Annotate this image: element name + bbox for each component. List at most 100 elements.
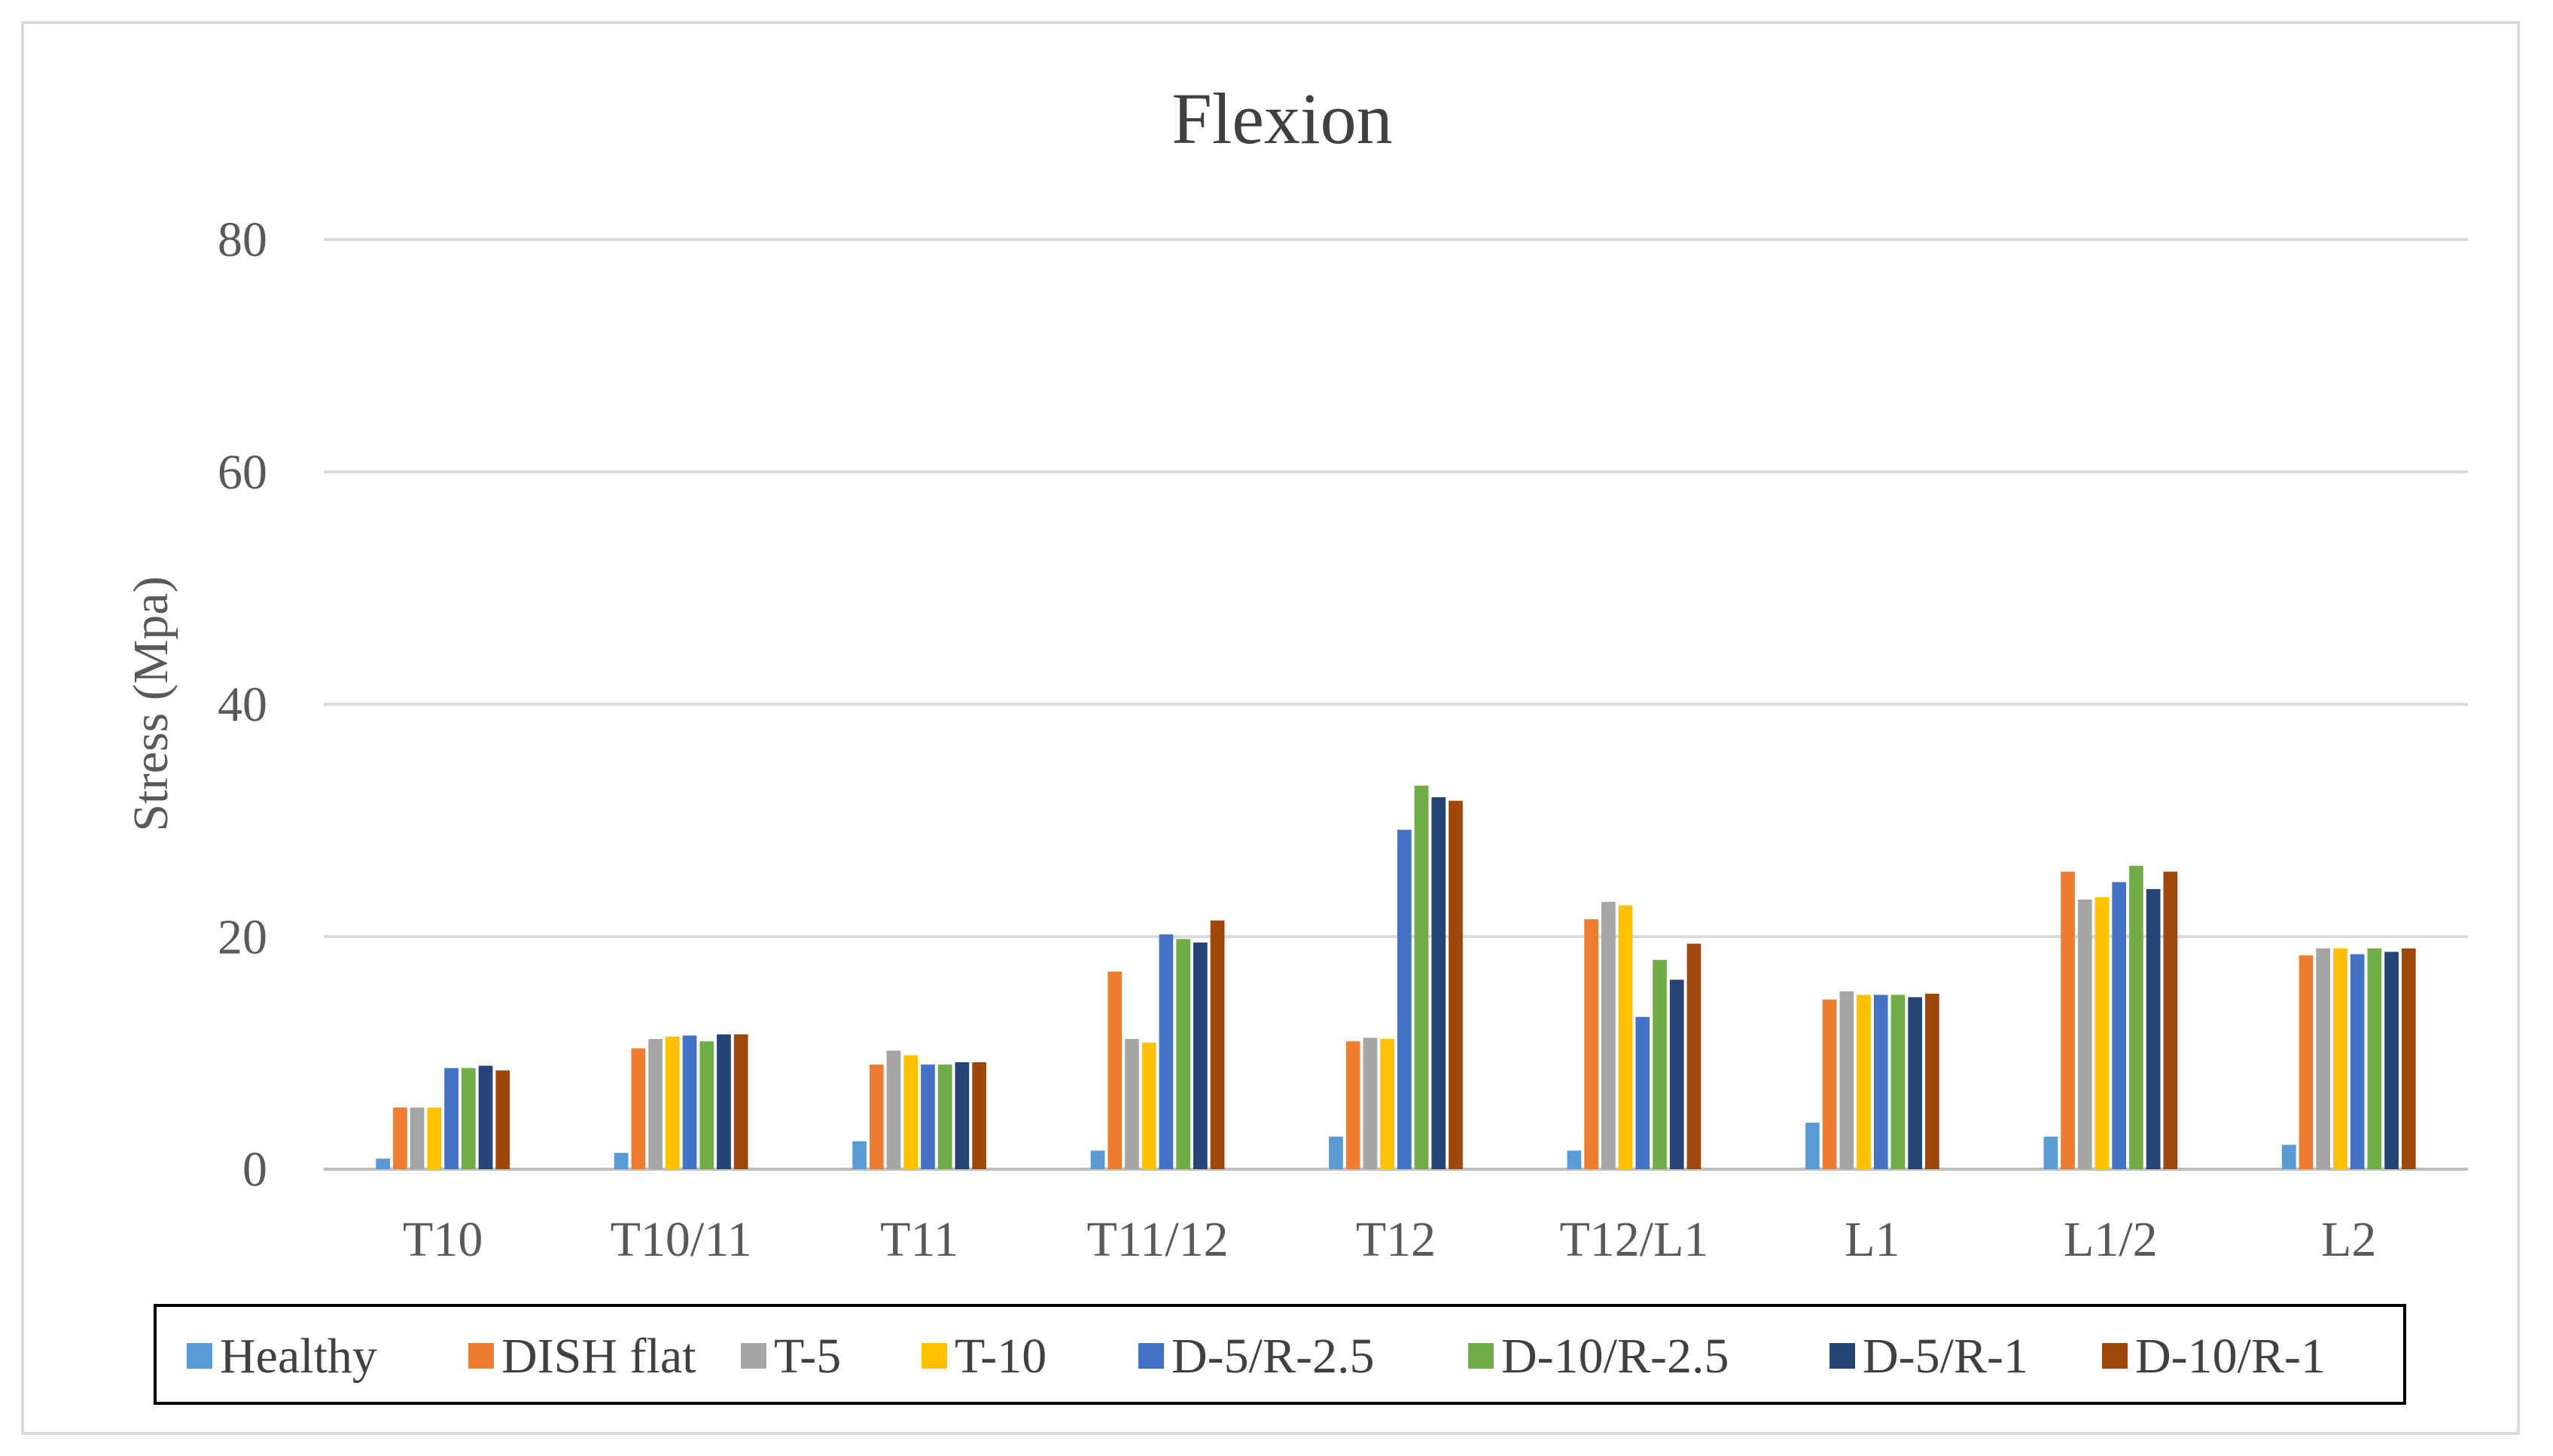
bar bbox=[648, 1039, 663, 1169]
bar bbox=[1618, 905, 1633, 1169]
bar bbox=[955, 1062, 970, 1169]
x-tick-label: T10/11 bbox=[611, 1212, 752, 1267]
bar bbox=[1925, 993, 1939, 1169]
bars bbox=[376, 785, 2416, 1169]
bar bbox=[1822, 999, 1837, 1169]
legend-swatch bbox=[1829, 1343, 1855, 1369]
bar bbox=[444, 1068, 459, 1169]
y-axis-label: Stress (Mpa) bbox=[123, 576, 178, 831]
legend: Healthy DISH flat T-5 T-10 D-5/R-2.5 D-10/R-2… bbox=[187, 1329, 2326, 1384]
bar bbox=[2333, 948, 2347, 1169]
x-tick-label: T11/12 bbox=[1086, 1212, 1228, 1267]
bar bbox=[614, 1153, 629, 1169]
gridlines bbox=[324, 238, 2468, 1171]
bar bbox=[699, 1041, 714, 1169]
x-tick-label: T12/L1 bbox=[1559, 1212, 1708, 1267]
bar bbox=[1090, 1150, 1105, 1169]
bar bbox=[886, 1050, 901, 1169]
bar bbox=[2077, 899, 2092, 1169]
x-tick-label: T12 bbox=[1356, 1212, 1436, 1267]
bar bbox=[733, 1034, 748, 1169]
y-tick-label: 60 bbox=[218, 445, 267, 500]
bar bbox=[2401, 948, 2416, 1169]
bar bbox=[1567, 1150, 1582, 1169]
bar bbox=[852, 1141, 867, 1169]
bar bbox=[1345, 1041, 1360, 1169]
bar bbox=[1380, 1039, 1394, 1169]
bar bbox=[495, 1070, 510, 1169]
bar bbox=[1890, 995, 1906, 1169]
legend-label: T-10 bbox=[955, 1329, 1046, 1384]
bar bbox=[393, 1107, 407, 1169]
bar bbox=[869, 1065, 884, 1169]
bar bbox=[1669, 979, 1684, 1169]
bar bbox=[2384, 952, 2399, 1169]
bar bbox=[1176, 939, 1190, 1169]
bar bbox=[1107, 971, 1123, 1169]
bar bbox=[937, 1065, 952, 1169]
x-tick-labels: T10 T10/11 T11 T11/12 T12 T12/L1 L1 L1/2 L2 bbox=[403, 1212, 2376, 1267]
legend-swatch bbox=[187, 1343, 212, 1369]
bar bbox=[1873, 995, 1888, 1169]
bar bbox=[1653, 960, 1667, 1169]
bar bbox=[2163, 871, 2178, 1169]
legend-label: D-10/R-1 bbox=[2135, 1329, 2326, 1384]
bar bbox=[1635, 1016, 1650, 1169]
bar bbox=[682, 1035, 697, 1169]
bar bbox=[2129, 866, 2143, 1169]
bar bbox=[376, 1159, 391, 1169]
bar bbox=[1431, 797, 1446, 1169]
legend-swatch bbox=[468, 1343, 494, 1369]
bar bbox=[461, 1068, 476, 1169]
bar bbox=[1908, 997, 1923, 1169]
bar bbox=[2350, 954, 2365, 1169]
bar bbox=[717, 1034, 731, 1169]
y-tick-labels: 0 20 40 60 80 bbox=[218, 212, 267, 1197]
chart-title: Flexion bbox=[1171, 78, 1392, 159]
bar bbox=[1363, 1037, 1378, 1169]
bar bbox=[2146, 888, 2161, 1169]
bar bbox=[1125, 1039, 1139, 1169]
chart-frame bbox=[21, 21, 2520, 1435]
bar bbox=[972, 1062, 986, 1169]
bar bbox=[2043, 1136, 2058, 1169]
bar bbox=[1839, 991, 1854, 1169]
legend-swatch bbox=[1138, 1343, 1164, 1369]
x-tick-label: L1/2 bbox=[2064, 1212, 2158, 1267]
bar bbox=[1193, 942, 1208, 1169]
y-tick-label: 80 bbox=[218, 212, 267, 267]
bar bbox=[1414, 785, 1429, 1169]
bar bbox=[1686, 943, 1701, 1169]
legend-label: D-10/R-2.5 bbox=[1501, 1329, 1729, 1384]
bar bbox=[478, 1065, 493, 1169]
legend-swatch bbox=[741, 1343, 766, 1369]
legend-label: T-5 bbox=[774, 1329, 841, 1384]
bar bbox=[1601, 901, 1616, 1169]
bar bbox=[427, 1107, 442, 1169]
bar bbox=[2112, 882, 2127, 1169]
bar bbox=[665, 1037, 680, 1169]
bar bbox=[1449, 800, 1463, 1169]
y-tick-label: 40 bbox=[218, 678, 267, 733]
bar bbox=[1159, 934, 1174, 1169]
legend-label: D-5/R-1 bbox=[1863, 1329, 2028, 1384]
bar bbox=[2299, 955, 2314, 1169]
legend-label: DISH flat bbox=[501, 1329, 696, 1384]
legend-label: D-5/R-2.5 bbox=[1171, 1329, 1374, 1384]
y-tick-label: 20 bbox=[218, 909, 267, 964]
bar bbox=[1397, 830, 1412, 1169]
bar bbox=[1329, 1136, 1343, 1169]
bar bbox=[1141, 1042, 1156, 1169]
bar bbox=[903, 1055, 919, 1169]
legend-box bbox=[154, 1304, 2406, 1405]
bar bbox=[1857, 995, 1871, 1169]
bar bbox=[2316, 948, 2331, 1169]
bar bbox=[2061, 871, 2075, 1169]
bar bbox=[1584, 919, 1599, 1169]
x-tick-label: L2 bbox=[2321, 1212, 2376, 1267]
bar bbox=[410, 1107, 425, 1169]
legend-swatch bbox=[922, 1343, 947, 1369]
bar bbox=[631, 1048, 646, 1169]
bar bbox=[2094, 897, 2110, 1169]
